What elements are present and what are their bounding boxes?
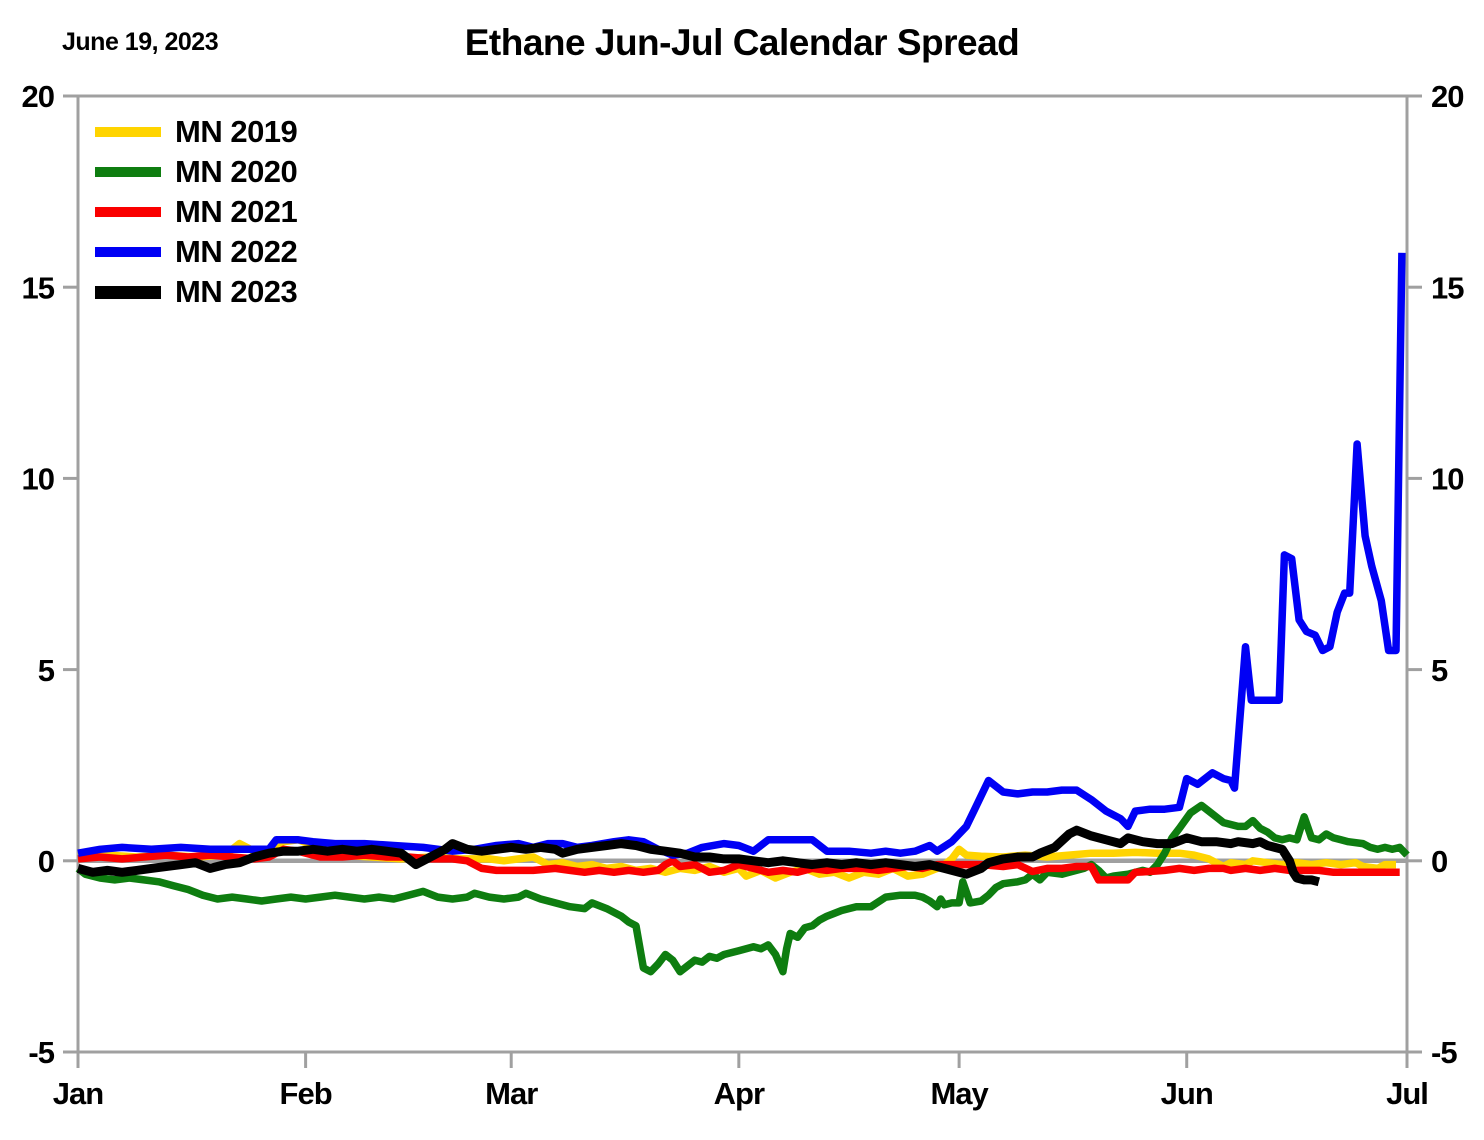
legend-swatch-mn-2023 — [95, 285, 161, 299]
y-tick-label-right--5: -5 — [1431, 1035, 1457, 1070]
legend: MN 2019 MN 2020 MN 2021 MN 2022 MN 2023 — [95, 112, 298, 312]
y-tick-label-right-10: 10 — [1431, 462, 1463, 497]
x-tick-label-Jul: Jul — [1386, 1076, 1428, 1111]
chart-title: Ethane Jun-Jul Calendar Spread — [464, 22, 1020, 63]
y-tick-label-left-10: 10 — [22, 462, 54, 497]
plot-frame — [76, 94, 1409, 1054]
y-tick-label-left-20: 20 — [22, 79, 54, 114]
legend-swatch-mn-2021 — [95, 207, 161, 217]
legend-item-mn-2019: MN 2019 — [95, 112, 298, 152]
y-tick-label-right-20: 20 — [1431, 79, 1463, 114]
series-line-mn-2023 — [76, 825, 1321, 887]
legend-label: MN 2023 — [175, 274, 298, 309]
x-tick-label-Jun: Jun — [1161, 1076, 1213, 1111]
y-tick-label-right-0: 0 — [1431, 844, 1447, 879]
legend-label: MN 2021 — [175, 194, 298, 229]
x-tick-label-Mar: Mar — [485, 1076, 538, 1111]
legend-item-mn-2020: MN 2020 — [95, 152, 298, 192]
legend-item-mn-2023: MN 2023 — [95, 272, 298, 312]
legend-label: MN 2020 — [175, 154, 298, 189]
legend-swatch-mn-2019 — [95, 127, 161, 137]
y-tick-label-left-0: 0 — [38, 844, 54, 879]
y-tick-label-right-15: 15 — [1431, 270, 1464, 305]
legend-label: MN 2019 — [175, 114, 298, 149]
series-line-mn-2020 — [75, 801, 1410, 976]
y-tick-label-left-15: 15 — [22, 270, 55, 305]
x-tick-label-May: May — [930, 1076, 989, 1111]
series-line-mn-2021 — [77, 845, 1400, 884]
series-line-mn-2022 — [77, 252, 1406, 859]
legend-item-mn-2021: MN 2021 — [95, 192, 298, 232]
legend-item-mn-2022: MN 2022 — [95, 232, 298, 272]
x-tick-label-Feb: Feb — [280, 1076, 332, 1111]
legend-swatch-mn-2020 — [95, 167, 161, 177]
legend-swatch-mn-2022 — [95, 247, 161, 257]
date-label: June 19, 2023 — [62, 28, 219, 56]
x-tick-label-Jan: Jan — [53, 1076, 103, 1111]
y-tick-label-right-5: 5 — [1431, 653, 1448, 688]
y-tick-label-left--5: -5 — [28, 1035, 54, 1070]
y-tick-label-left-5: 5 — [38, 653, 55, 688]
x-tick-label-Apr: Apr — [714, 1076, 765, 1111]
legend-label: MN 2022 — [175, 234, 298, 269]
